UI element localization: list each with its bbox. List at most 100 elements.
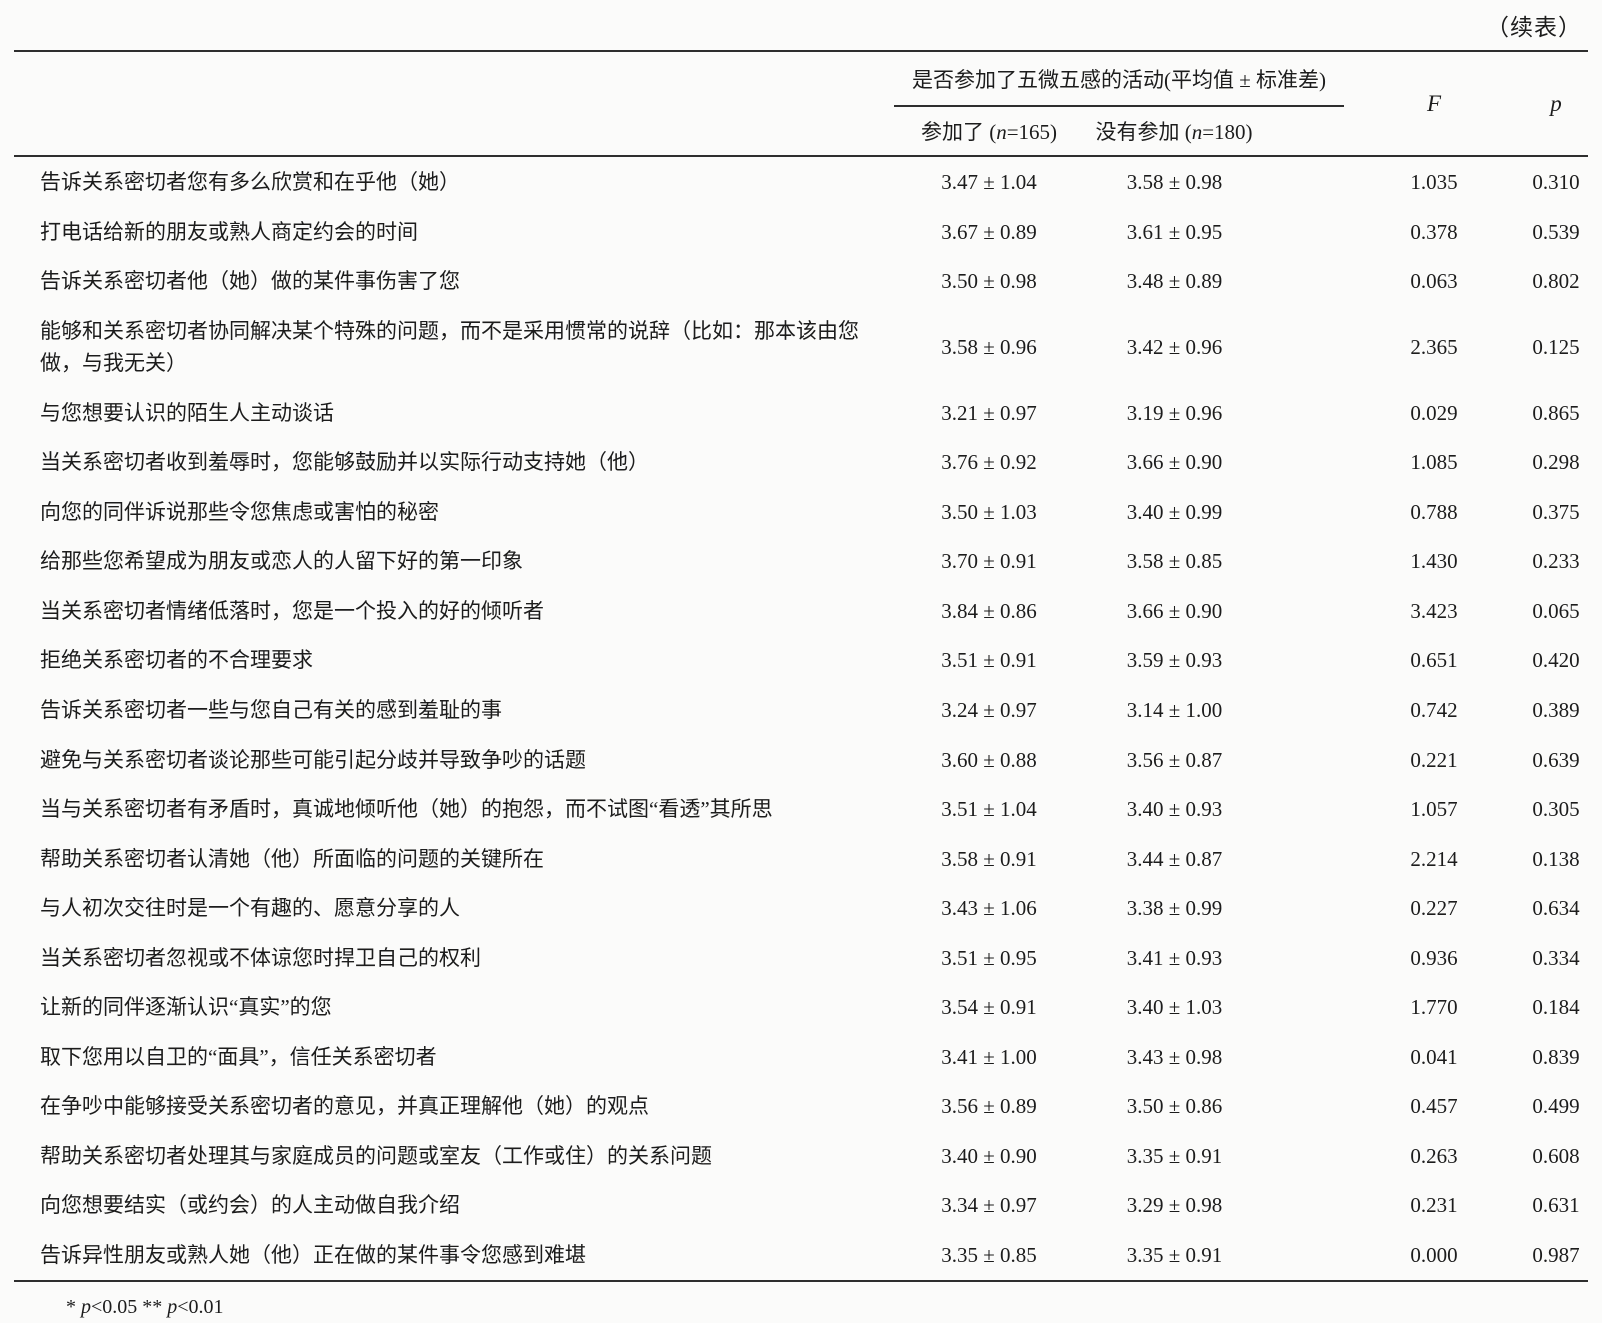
participated-cell: 3.60 ± 0.88: [941, 747, 1037, 772]
p-cell: 0.639: [1532, 747, 1580, 772]
significance-footnote: * p<0.05 ** p<0.01: [66, 1295, 224, 1318]
not-participated-cell: 3.50 ± 0.86: [1126, 1094, 1223, 1119]
item-cell: 帮助关系密切者处理其与家庭成员的问题或室友（工作或住）的关系问题: [40, 1143, 712, 1168]
not-participated-cell: 3.58 ± 0.85: [1126, 549, 1223, 574]
item-cell: 告诉关系密切者他（她）做的某件事伤害了您: [40, 269, 460, 294]
table-row: 能够和关系密切者协同解决某个特殊的问题，而不是采用惯常的说辞（比如：那本该由您做…: [14, 306, 1588, 388]
participated-cell: 3.51 ± 0.95: [941, 945, 1037, 970]
table-row: 当与关系密切者有矛盾时，真诚地倾听他（她）的抱怨，而不试图“看透”其所思 3.5…: [14, 784, 1588, 834]
item-cell: 避免与关系密切者谈论那些可能引起分歧并导致争吵的话题: [40, 747, 586, 772]
p-cell: 0.310: [1532, 170, 1580, 194]
item-cell: 打电话给新的朋友或熟人商定约会的时间: [40, 219, 418, 244]
p-cell: 0.539: [1532, 219, 1580, 244]
not-participated-cell: 3.29 ± 0.98: [1126, 1193, 1223, 1218]
p-symbol: p: [81, 1295, 91, 1318]
p-cell: 0.125: [1532, 334, 1580, 359]
participated-cell: 3.50 ± 0.98: [941, 269, 1037, 294]
table-row: 给那些您希望成为朋友或恋人的人留下好的第一印象 3.70 ± 0.91 3.58…: [14, 536, 1588, 586]
f-cell: 0.742: [1410, 698, 1458, 723]
item-column-head: [14, 51, 894, 157]
participated-cell: 3.56 ± 0.89: [941, 1094, 1037, 1119]
p-cell: 0.865: [1532, 400, 1580, 425]
item-cell: 当关系密切者收到羞辱时，您能够鼓励并以实际行动支持她（他）: [40, 450, 649, 475]
n-symbol: n: [1191, 120, 1203, 144]
continued-table-label: （续表）: [1486, 15, 1582, 40]
table-row: 与您想要认识的陌生人主动谈话 3.21 ± 0.97 3.19 ± 0.96 0…: [14, 388, 1588, 438]
not-participated-cell: 3.42 ± 0.96: [1126, 334, 1223, 359]
item-cell: 给那些您希望成为朋友或恋人的人留下好的第一印象: [40, 549, 523, 574]
table-row: 拒绝关系密切者的不合理要求 3.51 ± 0.91 3.59 ± 0.93 0.…: [14, 635, 1588, 685]
not-participated-cell: 3.56 ± 0.87: [1126, 747, 1223, 772]
not-participated-cell: 3.44 ± 0.87: [1126, 846, 1223, 871]
p-cell: 0.987: [1532, 1243, 1580, 1268]
item-cell: 向您想要结实（或约会）的人主动做自我介绍: [40, 1193, 460, 1218]
p-cell: 0.802: [1532, 269, 1580, 294]
item-cell: 取下您用以自卫的“面具”，信任关系密切者: [40, 1044, 437, 1069]
table-row: 与人初次交往时是一个有趣的、愿意分享的人 3.43 ± 1.06 3.38 ± …: [14, 883, 1588, 933]
not-participated-column-head: 没有参加 (n=180): [1084, 106, 1345, 157]
f-cell: 0.029: [1410, 400, 1458, 425]
p-cell: 0.298: [1532, 450, 1580, 475]
f-cell: 0.063: [1410, 269, 1458, 294]
table-row: 当关系密切者收到羞辱时，您能够鼓励并以实际行动支持她（他） 3.76 ± 0.9…: [14, 437, 1588, 487]
participated-cell: 3.47 ± 1.04: [941, 170, 1037, 194]
participated-cell: 3.21 ± 0.97: [941, 400, 1037, 425]
p-cell: 0.334: [1532, 945, 1580, 970]
not-participated-cell: 3.66 ± 0.90: [1126, 598, 1223, 623]
f-cell: 1.770: [1410, 995, 1458, 1020]
not-participated-cell: 3.61 ± 0.95: [1126, 219, 1223, 244]
p-symbol: p: [167, 1295, 178, 1318]
item-cell: 告诉关系密切者您有多么欣赏和在乎他（她）: [40, 170, 460, 194]
f-cell: 0.041: [1410, 1044, 1458, 1069]
p-cell: 0.631: [1532, 1193, 1580, 1218]
table-row: 打电话给新的朋友或熟人商定约会的时间 3.67 ± 0.89 3.61 ± 0.…: [14, 207, 1588, 257]
table-body: 告诉关系密切者您有多么欣赏和在乎他（她） 3.47 ± 1.04 3.58 ± …: [14, 156, 1588, 1281]
f-cell: 0.221: [1410, 747, 1458, 772]
table-row: 取下您用以自卫的“面具”，信任关系密切者 3.41 ± 1.00 3.43 ± …: [14, 1032, 1588, 1082]
participated-cell: 3.67 ± 0.89: [941, 219, 1037, 244]
f-cell: 0.000: [1410, 1243, 1458, 1268]
participated-cell: 3.34 ± 0.97: [941, 1193, 1037, 1218]
table-row: 当关系密切者忽视或不体谅您时捍卫自己的权利 3.51 ± 0.95 3.41 ±…: [14, 933, 1588, 983]
participated-cell: 3.76 ± 0.92: [941, 450, 1037, 475]
table-header: 是否参加了五微五感的活动(平均值 ± 标准差) F p 参加了 (n=165) …: [14, 51, 1589, 157]
participated-cell: 3.84 ± 0.86: [941, 598, 1037, 623]
f-cell: 0.457: [1410, 1094, 1458, 1119]
p-cell: 0.420: [1532, 648, 1580, 673]
item-cell: 向您的同伴诉说那些令您焦虑或害怕的秘密: [40, 499, 439, 524]
not-participated-cell: 3.35 ± 0.91: [1126, 1143, 1223, 1168]
table-row: 向您想要结实（或约会）的人主动做自我介绍 3.34 ± 0.97 3.29 ± …: [14, 1180, 1588, 1230]
table-row: 让新的同伴逐渐认识“真实”的您 3.54 ± 0.91 3.40 ± 1.03 …: [14, 982, 1588, 1032]
p-cell: 0.499: [1532, 1094, 1580, 1119]
participated-cell: 3.41 ± 1.00: [941, 1044, 1037, 1069]
p-cell: 0.389: [1532, 698, 1580, 723]
f-cell: 1.430: [1410, 549, 1458, 574]
not-participated-cell: 3.40 ± 0.99: [1126, 499, 1223, 524]
n-symbol: n: [996, 120, 1007, 144]
participated-cell: 3.24 ± 0.97: [941, 698, 1037, 723]
table-row: 当关系密切者情绪低落时，您是一个投入的好的倾听者 3.84 ± 0.86 3.6…: [14, 586, 1588, 636]
item-cell: 当与关系密切者有矛盾时，真诚地倾听他（她）的抱怨，而不试图“看透”其所思: [40, 797, 773, 822]
p-cell: 0.233: [1532, 549, 1580, 574]
item-cell: 在争吵中能够接受关系密切者的意见，并真正理解他（她）的观点: [40, 1094, 649, 1119]
item-cell: 能够和关系密切者协同解决某个特殊的问题，而不是采用惯常的说辞（比如：那本该由您做…: [40, 318, 859, 376]
participated-cell: 3.51 ± 0.91: [941, 648, 1037, 673]
f-cell: 2.365: [1410, 334, 1458, 359]
participated-cell: 3.70 ± 0.91: [941, 549, 1037, 574]
p-cell: 0.634: [1532, 896, 1580, 921]
f-column-head: F: [1344, 51, 1525, 157]
f-cell: 2.214: [1410, 846, 1458, 871]
not-participated-cell: 3.48 ± 0.89: [1126, 269, 1223, 294]
group-column-head: 是否参加了五微五感的活动(平均值 ± 标准差): [894, 51, 1345, 107]
participated-cell: 3.40 ± 0.90: [941, 1143, 1037, 1168]
table-row: 帮助关系密切者认清她（他）所面临的问题的关键所在 3.58 ± 0.91 3.4…: [14, 834, 1588, 884]
item-cell: 让新的同伴逐渐认识“真实”的您: [40, 995, 332, 1020]
item-cell: 当关系密切者忽视或不体谅您时捍卫自己的权利: [40, 945, 481, 970]
p-cell: 0.305: [1532, 797, 1580, 822]
item-cell: 帮助关系密切者认清她（他）所面临的问题的关键所在: [40, 846, 544, 871]
table-row: 告诉关系密切者他（她）做的某件事伤害了您 3.50 ± 0.98 3.48 ± …: [14, 256, 1588, 306]
participated-cell: 3.51 ± 1.04: [941, 797, 1037, 822]
participated-cell: 3.35 ± 0.85: [941, 1243, 1037, 1268]
table-row: 避免与关系密切者谈论那些可能引起分歧并导致争吵的话题 3.60 ± 0.88 3…: [14, 735, 1588, 785]
p-cell: 0.138: [1532, 846, 1580, 871]
